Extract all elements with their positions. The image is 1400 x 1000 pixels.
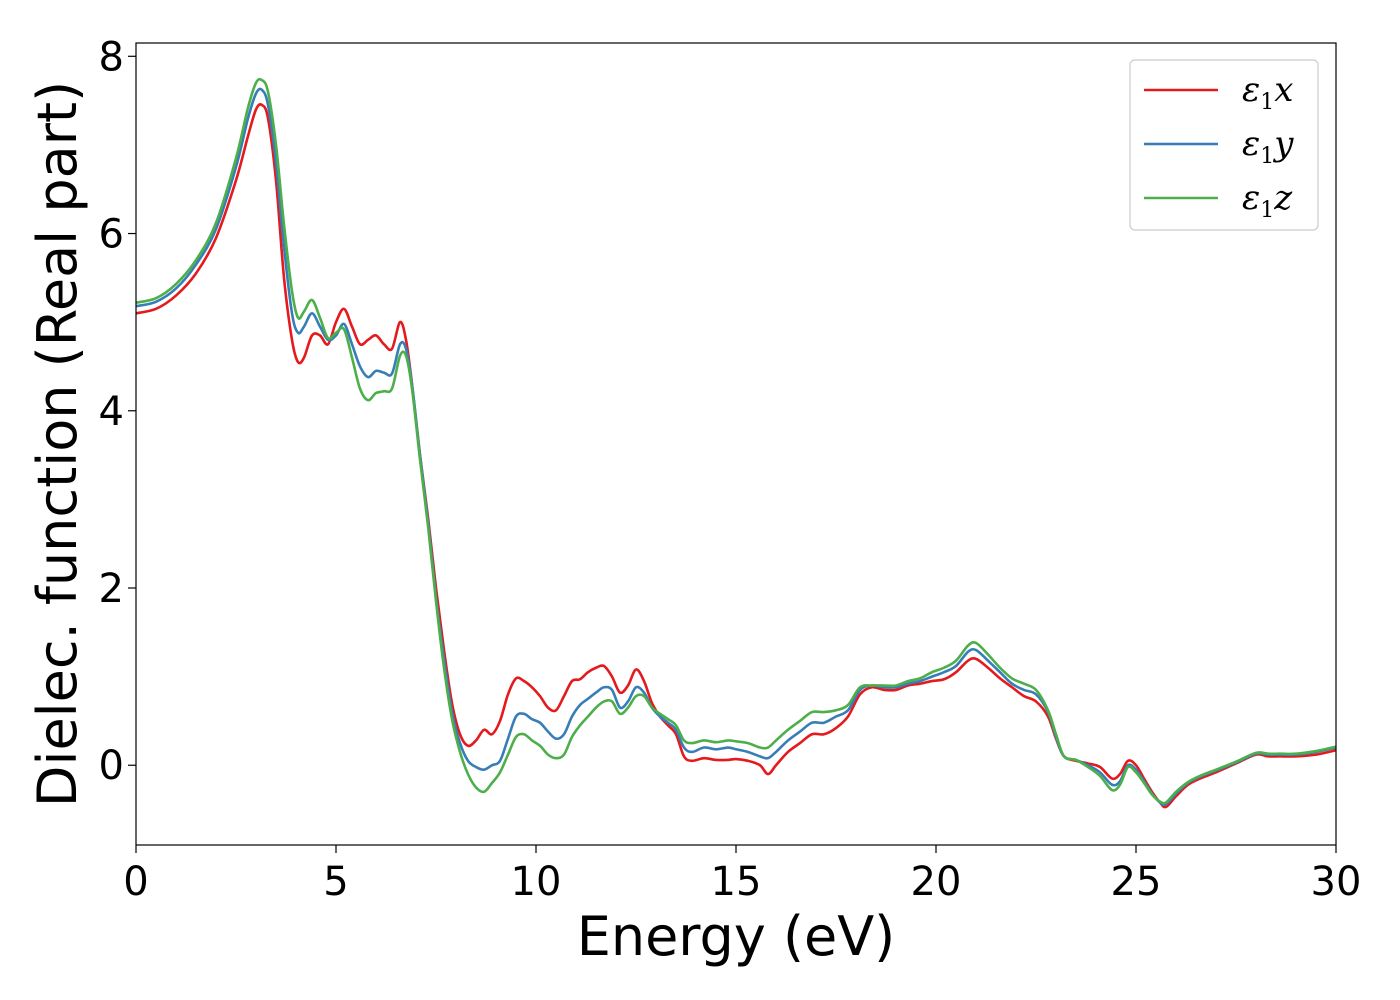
y-axis: 0 2 4 6 8 xyxy=(99,34,136,789)
y-tick-label: 0 xyxy=(99,743,124,789)
y-tick-label: 8 xyxy=(99,34,124,80)
x-tick-label: 25 xyxy=(1111,859,1162,905)
x-axis-title: Energy (eV) xyxy=(577,905,896,968)
x-tick-label: 20 xyxy=(911,859,962,905)
y-tick-label: 4 xyxy=(99,389,124,435)
legend-entry-label: ε1x xyxy=(1242,70,1293,115)
legend-entry-label: ε1z xyxy=(1242,178,1293,223)
x-tick-label: 10 xyxy=(511,859,562,905)
series-line-3 xyxy=(136,77,1336,805)
y-axis-title: Dielec. function (Real part) xyxy=(26,81,89,807)
series-layer xyxy=(136,77,1336,809)
x-tick-label: 30 xyxy=(1311,859,1362,905)
legend-box xyxy=(1129,59,1319,231)
x-tick-label: 5 xyxy=(323,859,348,905)
y-tick-label: 2 xyxy=(99,566,124,612)
x-axis: 0 5 10 15 20 25 30 xyxy=(123,845,1361,905)
series-line-2 xyxy=(136,87,1336,807)
x-tick-label: 15 xyxy=(711,859,762,905)
x-tick-label: 0 xyxy=(123,859,148,905)
legend-entry-label: ε1y xyxy=(1242,124,1294,169)
y-tick-label: 6 xyxy=(99,212,124,258)
legend: ε1x ε1y ε1z xyxy=(1129,59,1319,231)
